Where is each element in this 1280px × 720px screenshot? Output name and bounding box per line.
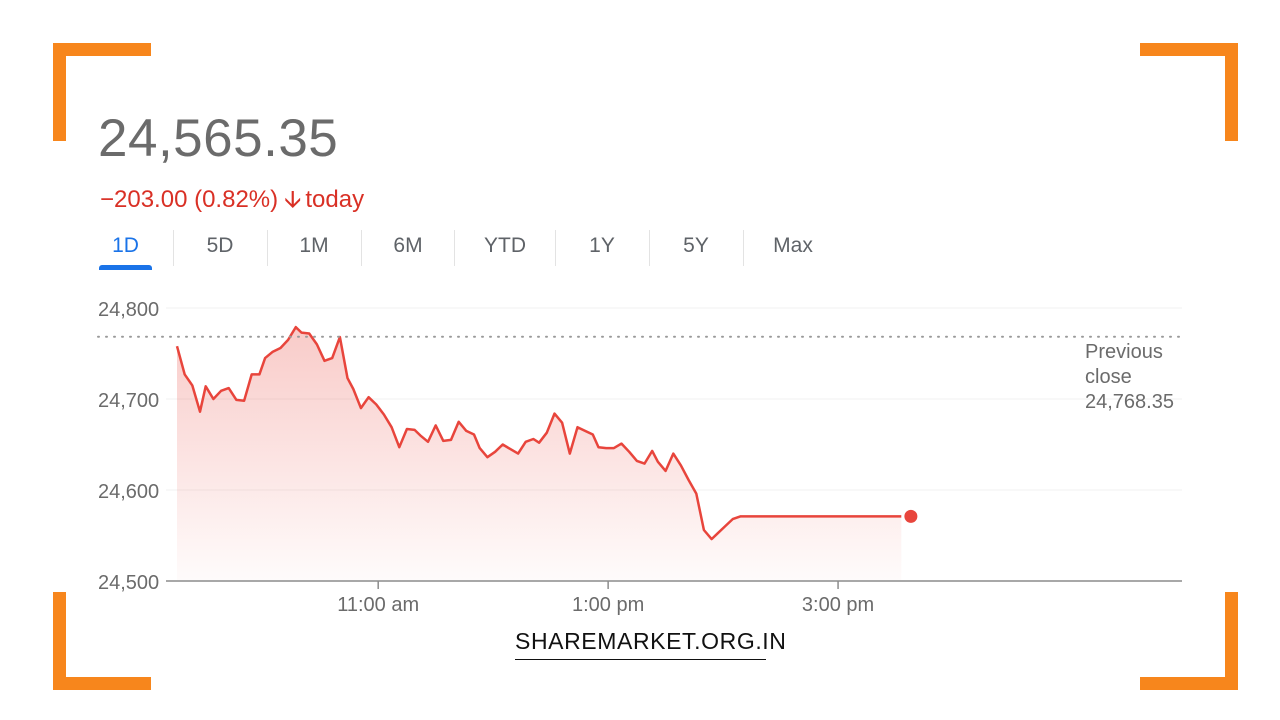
tab-divider	[649, 230, 650, 266]
tab-1d[interactable]: 1D	[112, 234, 139, 257]
series-area	[177, 327, 902, 581]
tab-divider	[555, 230, 556, 266]
previous-close-value: 24,768.35	[1085, 391, 1174, 413]
tab-1m[interactable]: 1M	[299, 234, 329, 257]
brand-label: SHAREMARKET.ORG.IN	[515, 628, 786, 660]
corner-frame-top-right	[1140, 43, 1238, 141]
previous-close-label: Previous	[1085, 341, 1163, 363]
change-suffix: today	[305, 186, 365, 213]
corner-frame-top-left	[53, 43, 151, 141]
tab-ytd[interactable]: YTD	[484, 234, 526, 257]
series-line	[175, 325, 902, 541]
y-tick-label: 24,800	[98, 299, 159, 321]
down-arrow-icon: 🡫	[284, 186, 302, 213]
tab-5d[interactable]: 5D	[206, 234, 234, 257]
previous-close-label: close	[1085, 366, 1132, 388]
tab-divider	[743, 230, 744, 266]
corner-frame-bottom-right	[1140, 592, 1238, 690]
tab-5y[interactable]: 5Y	[683, 234, 709, 257]
y-tick-label: 24,600	[98, 481, 159, 503]
current-price: 24,565.35	[98, 109, 339, 168]
tab-1y[interactable]: 1Y	[589, 234, 615, 257]
x-tick-label: 3:00 pm	[802, 594, 874, 616]
y-tick-label: 24,500	[98, 572, 159, 594]
x-tick-label: 11:00 am	[337, 594, 419, 616]
tab-divider	[454, 230, 455, 266]
x-tick-label: 1:00 pm	[572, 594, 644, 616]
active-tab-indicator	[99, 265, 152, 270]
tab-divider	[267, 230, 268, 266]
y-tick-label: 24,700	[98, 390, 159, 412]
price-change: −203.00 (0.82%) 🡫 today	[100, 182, 364, 223]
tab-divider	[361, 230, 362, 266]
last-price-dot	[904, 509, 918, 523]
tab-max[interactable]: Max	[773, 234, 813, 257]
tab-6m[interactable]: 6M	[393, 234, 423, 257]
change-value: −203.00 (0.82%)	[100, 186, 279, 213]
corner-frame-bottom-left	[53, 592, 151, 690]
tab-divider	[173, 230, 174, 266]
